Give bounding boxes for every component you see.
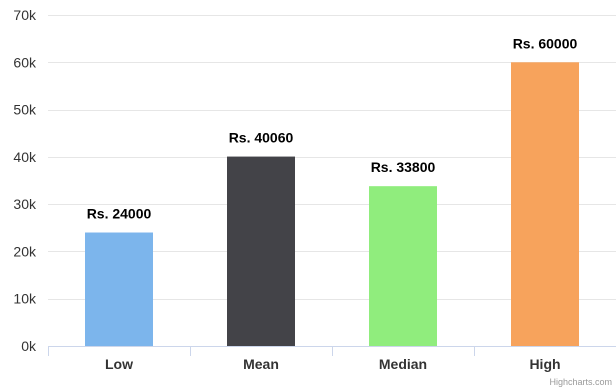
data-label: Rs. 40060	[229, 130, 294, 146]
y-tick-label: 60k	[13, 54, 37, 70]
x-tick-label: Low	[105, 356, 133, 372]
x-axis-labels: Low Mean Median High	[105, 356, 561, 372]
y-tick-label: 30k	[13, 196, 37, 212]
data-label: Rs. 33800	[371, 159, 436, 175]
x-tick-label: High	[529, 356, 560, 372]
x-axis	[48, 346, 616, 356]
data-labels: Rs. 24000 Rs. 40060 Rs. 33800 Rs. 60000	[85, 34, 579, 223]
y-axis-labels: 0k 10k 20k 30k 40k 50k 60k 70k	[13, 7, 37, 354]
credits-link[interactable]: Highcharts.com	[549, 377, 612, 387]
bar-low[interactable]	[85, 232, 153, 346]
x-tick-label: Median	[379, 356, 427, 372]
y-tick-label: 20k	[13, 243, 37, 259]
y-tick-label: 50k	[13, 102, 37, 118]
data-label: Rs. 24000	[87, 206, 152, 222]
bar-median[interactable]	[369, 186, 437, 346]
bar-high[interactable]	[511, 62, 579, 347]
bar-mean[interactable]	[227, 156, 295, 346]
data-label: Rs. 60000	[513, 35, 578, 51]
y-tick-label: 10k	[13, 291, 37, 307]
y-tick-label: 0k	[21, 338, 37, 354]
y-tick-label: 70k	[13, 7, 37, 23]
x-tick-label: Mean	[243, 356, 279, 372]
y-tick-label: 40k	[13, 149, 37, 165]
bars	[85, 62, 579, 347]
